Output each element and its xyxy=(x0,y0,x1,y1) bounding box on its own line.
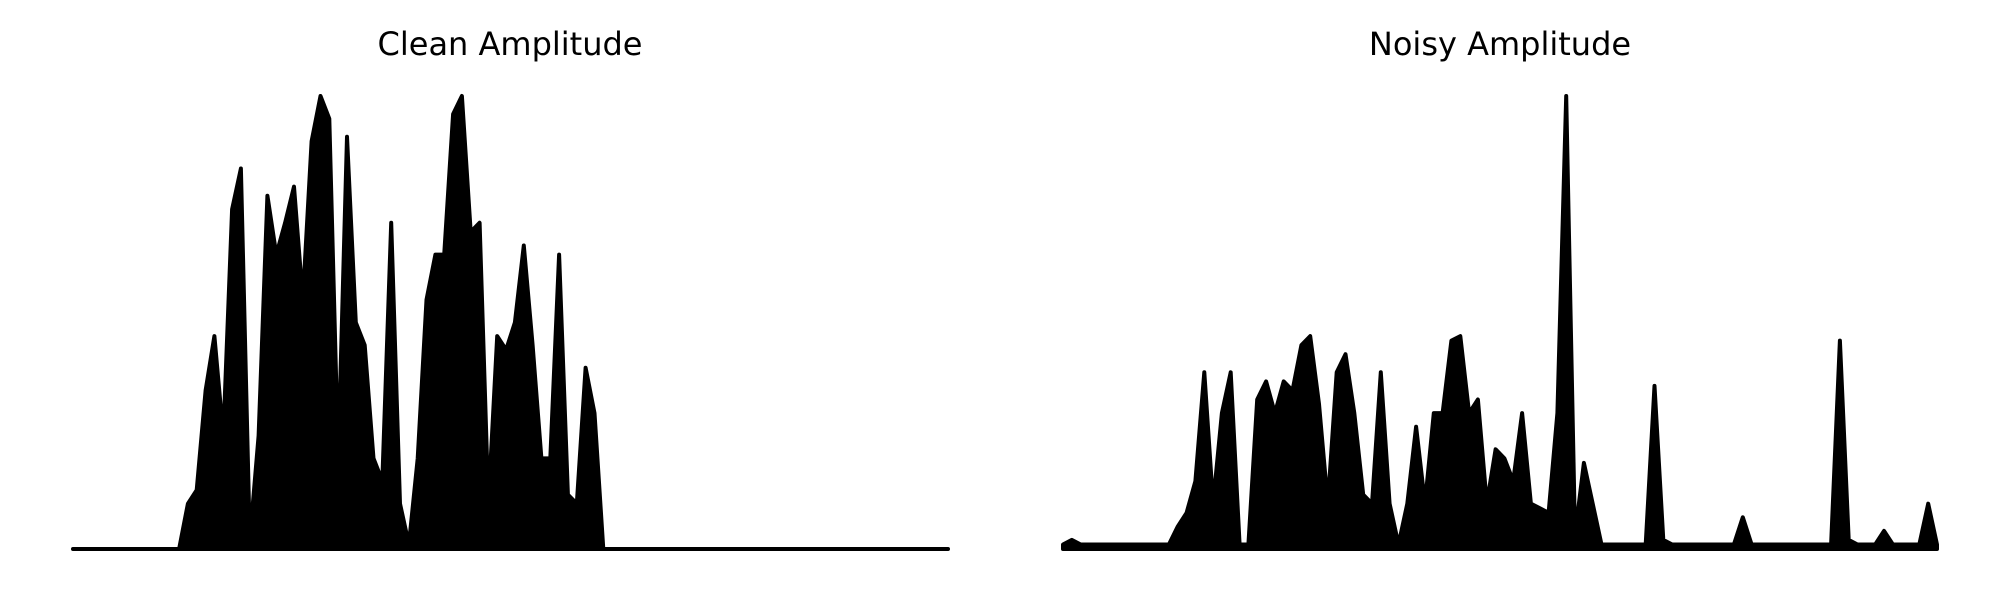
amplitude-area xyxy=(71,94,950,551)
chart-title: Clean Amplitude xyxy=(378,25,643,63)
amplitude-area xyxy=(1061,94,1939,551)
chart-title: Noisy Amplitude xyxy=(1369,25,1631,63)
